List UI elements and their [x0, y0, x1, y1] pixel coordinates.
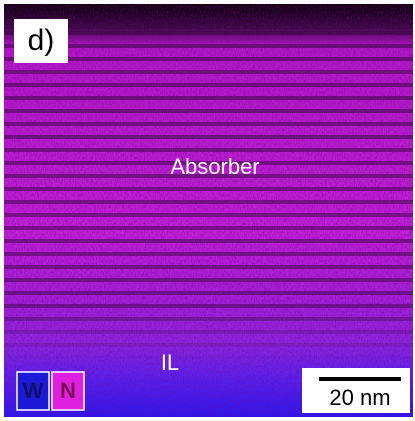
- legend-n: N: [60, 378, 76, 403]
- legend-w: W: [23, 378, 44, 403]
- page: d) Absorber IL W N 20 nm (() => { const …: [0, 0, 415, 421]
- scale-bar-label: 20 nm: [329, 385, 390, 410]
- eds-map: d) Absorber IL W N 20 nm: [0, 0, 415, 421]
- panel-label: d): [28, 24, 55, 57]
- interlayer-label: IL: [161, 350, 179, 375]
- texture: [4, 4, 413, 417]
- absorber-label: Absorber: [170, 154, 259, 179]
